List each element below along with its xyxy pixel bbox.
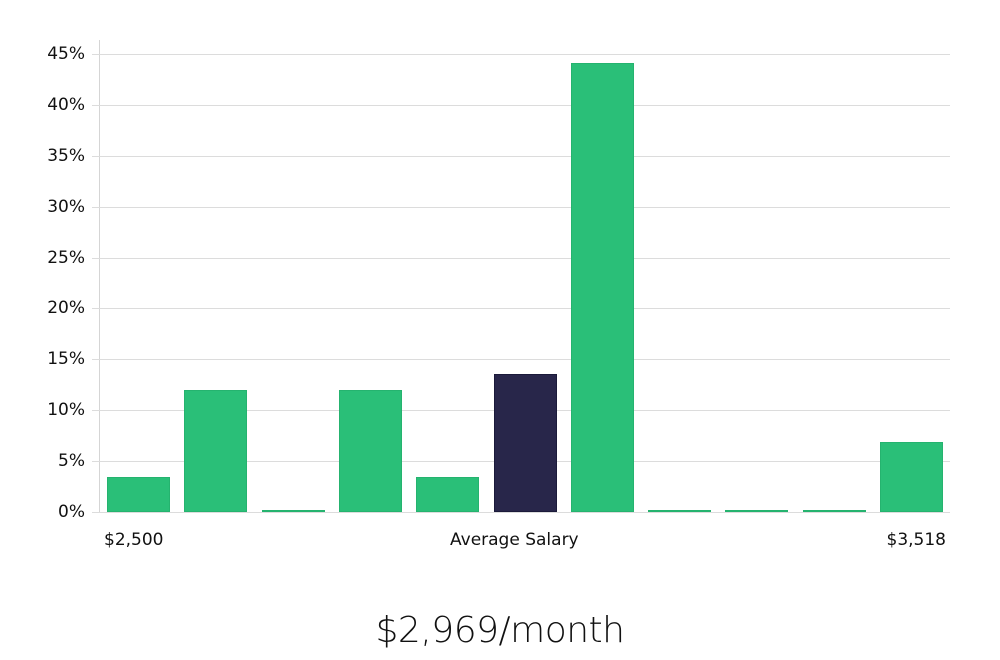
gridline [92,359,950,360]
bar [262,510,325,512]
y-tick-label: 45% [47,44,85,64]
y-tick-label: 10% [47,400,85,420]
y-tick-label: 15% [47,349,85,369]
gridline [92,512,950,513]
gridline [92,105,950,106]
bar [803,510,866,512]
gridline [92,308,950,309]
x-min-label: $2,500 [104,530,164,550]
x-axis-title: Average Salary [450,530,579,550]
average-salary-summary: $2,969/month [375,610,625,651]
gridline [92,207,950,208]
x-max-label: $3,518 [886,530,946,550]
gridline [92,156,950,157]
y-tick-label: 20% [47,298,85,318]
y-tick-label: 35% [47,146,85,166]
y-axis-line [99,40,100,513]
y-tick-label: 40% [47,95,85,115]
bar [184,390,247,512]
gridline [92,258,950,259]
bar [880,442,943,512]
bar [571,63,634,512]
y-tick-label: 30% [47,197,85,217]
y-tick-label: 5% [58,451,85,471]
bar [725,510,788,512]
bar [107,477,170,512]
y-tick-label: 0% [58,502,85,522]
gridline [92,54,950,55]
y-tick-label: 25% [47,248,85,268]
bar [648,510,711,512]
bar [339,390,402,512]
bar [416,477,479,512]
bar-average-highlight [494,374,557,512]
